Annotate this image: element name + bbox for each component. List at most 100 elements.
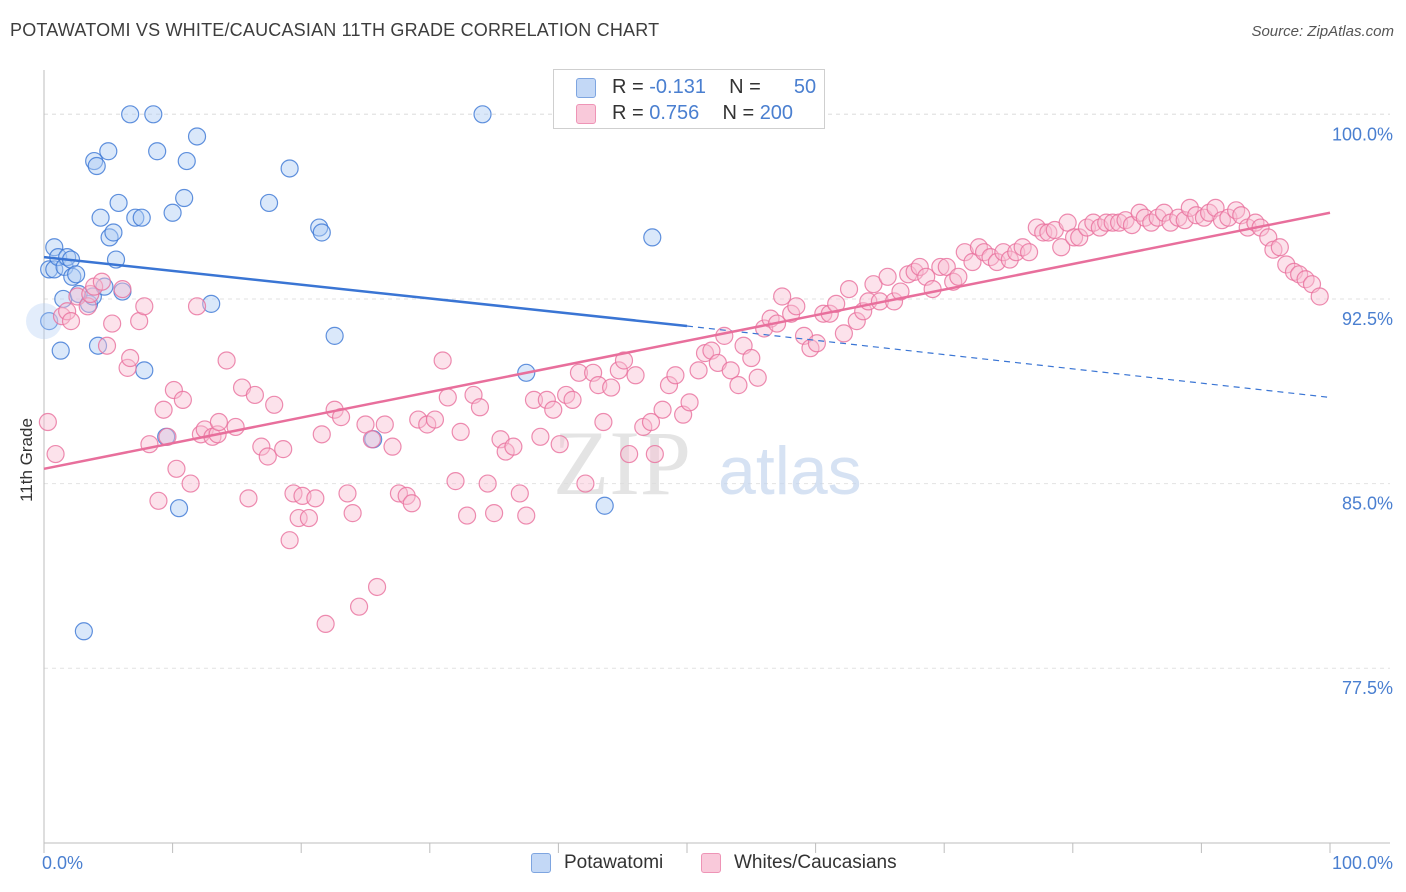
potawatomi-point xyxy=(87,156,106,176)
potawatomi-point xyxy=(67,265,86,284)
potawatomi-point xyxy=(187,127,207,146)
legend-r-label: R = xyxy=(612,76,644,98)
whites-point xyxy=(306,489,325,508)
whites-point xyxy=(289,508,308,528)
potawatomi-point xyxy=(99,142,118,161)
whites-point xyxy=(834,324,853,343)
whites-point xyxy=(910,257,929,277)
whites-point xyxy=(905,262,924,281)
chart-source: Source: ZipAtlas.com xyxy=(1251,23,1394,40)
whites-point xyxy=(1070,228,1089,247)
legend-swatch-pink xyxy=(701,853,721,873)
x-tick-label-max: 100.0% xyxy=(1332,853,1393,873)
whites-point xyxy=(280,531,299,550)
whites-point xyxy=(97,336,117,355)
potawatomi-trend-extension xyxy=(686,325,1331,399)
whites-point xyxy=(931,257,950,277)
whites-point xyxy=(245,385,265,405)
potawatomi-point xyxy=(148,142,167,161)
potawatomi-point xyxy=(144,105,163,124)
whites-point xyxy=(1155,203,1174,222)
whites-point xyxy=(955,243,974,262)
whites-point xyxy=(645,444,664,464)
whites-point xyxy=(787,297,806,316)
potawatomi-point xyxy=(132,208,151,227)
whites-point xyxy=(135,297,154,316)
potawatomi-trend-line xyxy=(43,255,688,328)
whites-point xyxy=(258,447,277,466)
whites-caucasians-points xyxy=(38,198,1329,634)
whites-point xyxy=(949,267,968,286)
whites-point xyxy=(217,351,236,370)
whites-point xyxy=(470,398,490,417)
potawatomi-point xyxy=(202,294,221,313)
axis-layer: 100.0% 92.5% 85.0% 77.5% xyxy=(43,70,1393,853)
whites-point xyxy=(614,351,634,370)
whites-point xyxy=(367,577,387,597)
y-axis-label: 11th Grade xyxy=(17,418,36,502)
whites-trend-line xyxy=(43,211,1331,471)
whites-point xyxy=(626,366,645,385)
whites-point xyxy=(446,472,465,491)
whites-point xyxy=(402,494,421,513)
y-tick-label: 92.5% xyxy=(1342,309,1393,329)
whites-point xyxy=(103,314,122,333)
potawatomi-point xyxy=(312,223,331,242)
potawatomi-point xyxy=(85,151,104,171)
whites-point xyxy=(167,459,186,478)
potawatomi-point xyxy=(74,622,93,641)
whites-point xyxy=(149,491,168,510)
whites-point xyxy=(457,506,477,525)
whites-point xyxy=(569,363,589,382)
watermark-zip: ZIP xyxy=(553,412,691,514)
whites-point xyxy=(121,348,140,368)
whites-point xyxy=(316,614,335,634)
whites-point xyxy=(343,504,362,523)
whites-point xyxy=(510,484,529,503)
potawatomi-point xyxy=(51,341,70,360)
whites-point xyxy=(721,361,740,380)
whites-point xyxy=(1180,198,1199,217)
whites-point xyxy=(485,504,504,523)
whites-point xyxy=(451,422,470,441)
whites-point xyxy=(61,312,81,331)
correlation-legend: R = -0.131 N = 50 R = 0.756 N = 200 xyxy=(553,69,825,129)
whites-point xyxy=(994,243,1013,262)
whites-point xyxy=(1270,238,1289,257)
potawatomi-point xyxy=(135,361,154,380)
legend-n-value: 200 xyxy=(759,102,794,124)
whites-point xyxy=(349,597,369,616)
whites-point xyxy=(864,275,883,294)
whites-point xyxy=(312,425,331,444)
whites-point xyxy=(839,279,859,299)
whites-point xyxy=(425,410,445,429)
whites-point xyxy=(1130,203,1149,222)
whites-point xyxy=(52,307,72,326)
whites-point xyxy=(576,474,595,493)
whites-point xyxy=(847,312,866,331)
whites-point xyxy=(544,400,563,419)
whites-point xyxy=(1052,238,1071,257)
potawatomi-point xyxy=(126,208,145,227)
watermark-atlas: atlas xyxy=(718,433,862,509)
trend-layer xyxy=(43,211,1331,471)
whites-point xyxy=(433,351,452,370)
whites-point xyxy=(653,400,672,419)
whites-point xyxy=(524,390,544,409)
whites-point xyxy=(173,390,192,409)
whites-point xyxy=(46,444,65,464)
whites-point xyxy=(1227,201,1246,220)
whites-point xyxy=(602,378,621,397)
potawatomi-point xyxy=(163,203,182,222)
whites-point xyxy=(666,366,685,385)
legend-r-value: 0.756 xyxy=(649,102,700,124)
whites-point xyxy=(563,390,582,409)
whites-point xyxy=(252,437,271,456)
potawatomi-point xyxy=(310,218,329,237)
whites-point xyxy=(773,287,792,306)
whites-point xyxy=(265,395,284,414)
whites-point xyxy=(659,376,679,395)
y-tick-label: 100.0% xyxy=(1332,124,1393,144)
whites-point xyxy=(620,444,639,464)
potawatomi-point xyxy=(177,151,196,171)
